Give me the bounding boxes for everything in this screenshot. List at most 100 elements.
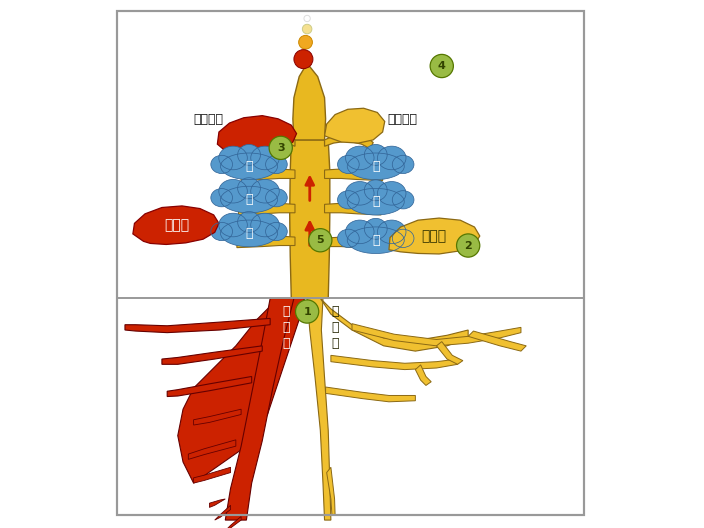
Ellipse shape [377, 182, 406, 205]
Polygon shape [415, 365, 431, 385]
Text: 1: 1 [303, 307, 311, 316]
Text: 油: 油 [282, 337, 290, 350]
Text: 岩: 岩 [282, 321, 290, 334]
Circle shape [304, 15, 310, 22]
Text: 水: 水 [245, 227, 253, 240]
Text: 致密气: 致密气 [421, 229, 446, 243]
Ellipse shape [238, 178, 260, 199]
Ellipse shape [220, 153, 277, 180]
Polygon shape [168, 376, 252, 397]
Ellipse shape [219, 180, 247, 203]
Ellipse shape [220, 220, 277, 247]
Text: 圈闭气藏: 圈闭气藏 [387, 114, 417, 126]
Text: 4: 4 [438, 61, 446, 71]
Ellipse shape [346, 220, 374, 243]
Circle shape [303, 24, 312, 34]
Ellipse shape [210, 188, 232, 207]
Ellipse shape [251, 146, 279, 169]
Polygon shape [210, 499, 225, 507]
Circle shape [308, 229, 332, 252]
Text: 水: 水 [372, 195, 379, 208]
Polygon shape [325, 387, 415, 402]
Polygon shape [436, 342, 463, 364]
Ellipse shape [265, 155, 287, 174]
Text: 3: 3 [277, 143, 284, 153]
Circle shape [294, 50, 313, 69]
Polygon shape [331, 355, 458, 370]
Text: 2: 2 [464, 241, 472, 250]
Text: 圈闭油藏: 圈闭油藏 [194, 114, 223, 126]
Polygon shape [325, 108, 385, 143]
Polygon shape [352, 324, 521, 346]
Polygon shape [194, 467, 231, 483]
Ellipse shape [347, 188, 404, 215]
Polygon shape [237, 236, 295, 248]
Ellipse shape [265, 188, 287, 207]
Text: 水: 水 [372, 160, 379, 173]
Polygon shape [325, 203, 381, 215]
Polygon shape [325, 169, 383, 181]
Text: 水: 水 [245, 160, 253, 173]
Text: 致密油: 致密油 [164, 219, 189, 232]
Polygon shape [177, 298, 305, 483]
Polygon shape [325, 237, 381, 249]
Ellipse shape [210, 155, 232, 174]
Polygon shape [246, 135, 295, 157]
Polygon shape [189, 440, 236, 459]
Ellipse shape [377, 220, 406, 243]
Text: 水: 水 [245, 193, 253, 206]
Polygon shape [325, 132, 373, 149]
Polygon shape [290, 140, 329, 298]
Circle shape [269, 136, 292, 159]
Ellipse shape [251, 213, 279, 237]
Ellipse shape [392, 191, 414, 209]
Polygon shape [225, 516, 241, 528]
Ellipse shape [337, 155, 359, 174]
Polygon shape [133, 206, 219, 244]
Ellipse shape [346, 182, 374, 205]
Text: 岩: 岩 [332, 321, 339, 334]
Ellipse shape [337, 191, 359, 209]
Ellipse shape [346, 146, 374, 169]
Circle shape [296, 300, 319, 323]
Ellipse shape [365, 180, 387, 201]
Ellipse shape [392, 155, 414, 174]
Ellipse shape [238, 212, 260, 232]
Text: 页: 页 [332, 305, 339, 318]
Circle shape [298, 35, 313, 49]
Polygon shape [162, 346, 262, 364]
Polygon shape [468, 331, 527, 351]
Bar [117, 11, 584, 515]
Polygon shape [241, 169, 295, 181]
Polygon shape [320, 298, 468, 351]
Ellipse shape [377, 146, 406, 169]
Circle shape [430, 54, 453, 78]
Polygon shape [307, 298, 331, 520]
Ellipse shape [219, 213, 247, 237]
Bar [117, 11, 584, 515]
Ellipse shape [219, 146, 247, 169]
Ellipse shape [365, 145, 387, 165]
Circle shape [456, 234, 480, 257]
Ellipse shape [365, 219, 387, 239]
Text: 水: 水 [372, 234, 379, 247]
Ellipse shape [337, 229, 359, 248]
Polygon shape [225, 298, 294, 520]
Text: 5: 5 [317, 235, 324, 245]
Ellipse shape [392, 229, 414, 248]
Polygon shape [218, 116, 296, 155]
Text: 页: 页 [282, 305, 290, 318]
Polygon shape [389, 218, 480, 254]
Ellipse shape [347, 227, 404, 253]
Ellipse shape [238, 145, 260, 165]
Ellipse shape [210, 222, 232, 241]
Polygon shape [293, 63, 325, 140]
Text: 气: 气 [332, 337, 339, 350]
Polygon shape [239, 203, 295, 215]
Polygon shape [194, 409, 241, 425]
Ellipse shape [347, 153, 404, 180]
Ellipse shape [220, 186, 277, 213]
Polygon shape [125, 318, 270, 333]
Polygon shape [327, 467, 335, 515]
Polygon shape [215, 505, 231, 520]
